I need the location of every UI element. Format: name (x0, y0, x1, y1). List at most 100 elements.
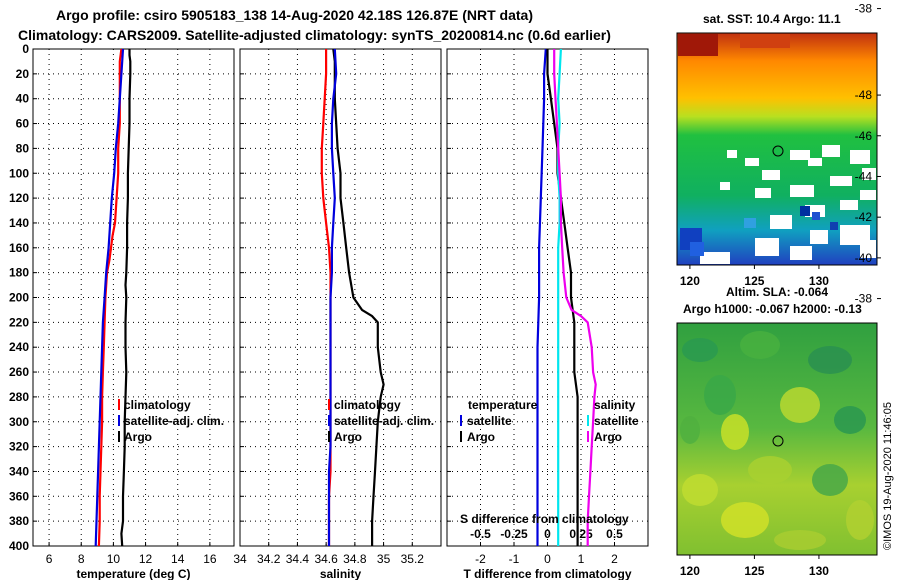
cold-water-patch (812, 212, 820, 220)
legend-label-t-satellite: satellite (467, 414, 512, 428)
legend-label-satellite: satellite-adj. clim. (334, 414, 434, 428)
warm-water-patch (678, 34, 718, 56)
map-x-tick-label: 125 (744, 274, 764, 288)
map-x-tick-label: 120 (680, 274, 700, 288)
depth-tick-label: 220 (9, 315, 29, 329)
depth-tick-label: 0 (22, 42, 29, 56)
depth-tick-label: 340 (9, 464, 29, 478)
x-axis-label: T difference from climatology (463, 567, 631, 580)
secondary-tick-label: -0.5 (470, 527, 491, 541)
map-x-tick-label: 120 (680, 564, 700, 578)
legend-label-satellite: satellite-adj. clim. (124, 414, 224, 428)
depth-tick-label: 280 (9, 390, 29, 404)
x-tick-label: 34.8 (343, 552, 367, 566)
cloud-gap (755, 188, 771, 198)
depth-tick-label: 80 (16, 141, 30, 155)
depth-tick-label: 120 (9, 191, 29, 205)
secondary-axis-label: S difference from climatology (460, 512, 629, 526)
sla-anomaly (740, 331, 780, 359)
sla-anomaly (748, 456, 792, 484)
depth-tick-label: 140 (9, 216, 29, 230)
x-tick-label: 34 (233, 552, 247, 566)
sla-anomaly (812, 464, 848, 496)
secondary-tick-label: 0.25 (569, 527, 593, 541)
x-tick-label: 6 (46, 552, 53, 566)
x-tick-label: -2 (475, 552, 486, 566)
series-s-satellite (557, 48, 562, 546)
sla-map-title-line2: Argo h1000: -0.067 h2000: -0.13 (683, 302, 862, 316)
x-tick-label: 14 (171, 552, 185, 566)
map-x-tick-label: 130 (809, 564, 829, 578)
x-tick-label: 1 (578, 552, 585, 566)
legend-label-climatology: climatology (124, 398, 191, 412)
legend-label-argo: Argo (124, 430, 152, 444)
series-satellite-adj-clim- (94, 48, 125, 547)
sla-anomaly (682, 338, 718, 362)
cloud-gap (790, 246, 812, 260)
temperature-panel: 0 20 40 60 80 100 120 140 160 180 200 220 240 260 280 3… (9, 42, 235, 580)
cloud-gap (822, 145, 840, 157)
sst-map-frame (676, 32, 878, 266)
difference-legend: temperature satellite Argo salinity sate… (460, 398, 639, 526)
salinity-panel: 34 34.2 34.4 34.6 34.8 35 35.2 salinity (233, 48, 442, 580)
map-y-tick-label: -48 (855, 88, 873, 102)
sla-anomaly (682, 474, 718, 506)
cloud-gap (862, 168, 876, 180)
difference-panel: -2 -1 0 1 2T difference from climatology -0.5… (446, 48, 649, 580)
depth-tick-label: 160 (9, 241, 29, 255)
cloud-gap (720, 182, 730, 190)
sla-anomaly (704, 375, 736, 415)
legend-swatch-t-argo (460, 431, 462, 442)
map-x-tick-label: 130 (809, 274, 829, 288)
sst-cloud-gaps (678, 34, 876, 264)
x-tick-label: 8 (78, 552, 85, 566)
sla-map-frame (676, 322, 878, 556)
x-tick-label: 0 (544, 552, 551, 566)
salinity-legend: climatology satellite-adj. clim. Argo (328, 398, 434, 444)
figure-title-line2: Climatology: CARS2009. Satellite-adjuste… (18, 27, 611, 43)
cloud-gap (860, 240, 876, 258)
cloud-gap (840, 200, 858, 210)
legend-title-salinity: salinity (594, 398, 636, 412)
x-tick-label: 2 (611, 552, 618, 566)
cold-water-patch (744, 218, 756, 228)
legend-label-climatology: climatology (334, 398, 401, 412)
map-y-tick-label: -38 (855, 2, 873, 16)
legend-swatch-s-satellite (587, 415, 589, 426)
cloud-gap (790, 185, 814, 197)
depth-tick-label: 240 (9, 340, 29, 354)
sst-map: sat. SST: 10.4 Argo: 11.1 120 125 130 -38 -4… (676, 2, 881, 288)
legend-label-argo: Argo (334, 430, 362, 444)
cloud-gap (700, 252, 730, 264)
sla-anomaly (774, 530, 826, 550)
x-tick-label: -1 (509, 552, 520, 566)
series-argo (332, 48, 385, 546)
cold-water-patch (800, 206, 810, 216)
series-t-satellite (536, 48, 547, 546)
secondary-tick-label: 0.5 (606, 527, 623, 541)
temperature-legend: climatology satellite-adj. clim. Argo (118, 398, 224, 444)
figure-title-line1: Argo profile: csiro 5905183_138 14-Aug-2… (56, 7, 533, 23)
sla-anomaly (721, 414, 749, 450)
sst-map-axes: 120 125 130 -38 -40 -42 -44 -46 -48 (680, 2, 881, 288)
depth-tick-label: 100 (9, 166, 29, 180)
warm-water-patch (740, 34, 790, 48)
cloud-gap (727, 150, 737, 158)
depth-tick-label: 60 (16, 117, 30, 131)
sla-map: Altim. SLA: -0.064 Argo h1000: -0.067 h2… (676, 88, 881, 578)
cloud-gap (860, 190, 876, 200)
secondary-tick-label: -0.25 (500, 527, 528, 541)
sla-map-axes: 120 125 130 -38 -40 -42 -44 -46 -48 (680, 88, 881, 578)
cloud-gap (810, 230, 828, 244)
x-tick-label: 16 (203, 552, 217, 566)
cloud-gap (755, 238, 779, 256)
sst-map-title: sat. SST: 10.4 Argo: 11.1 (703, 12, 841, 26)
series-s-argo (553, 49, 597, 546)
legend-swatch-argo (118, 431, 120, 442)
x-tick-label: 34.2 (257, 552, 281, 566)
x-tick-label: 12 (139, 552, 153, 566)
sla-anomaly (808, 346, 852, 374)
map-y-tick-label: -40 (855, 251, 873, 265)
sla-anomaly (721, 502, 769, 538)
